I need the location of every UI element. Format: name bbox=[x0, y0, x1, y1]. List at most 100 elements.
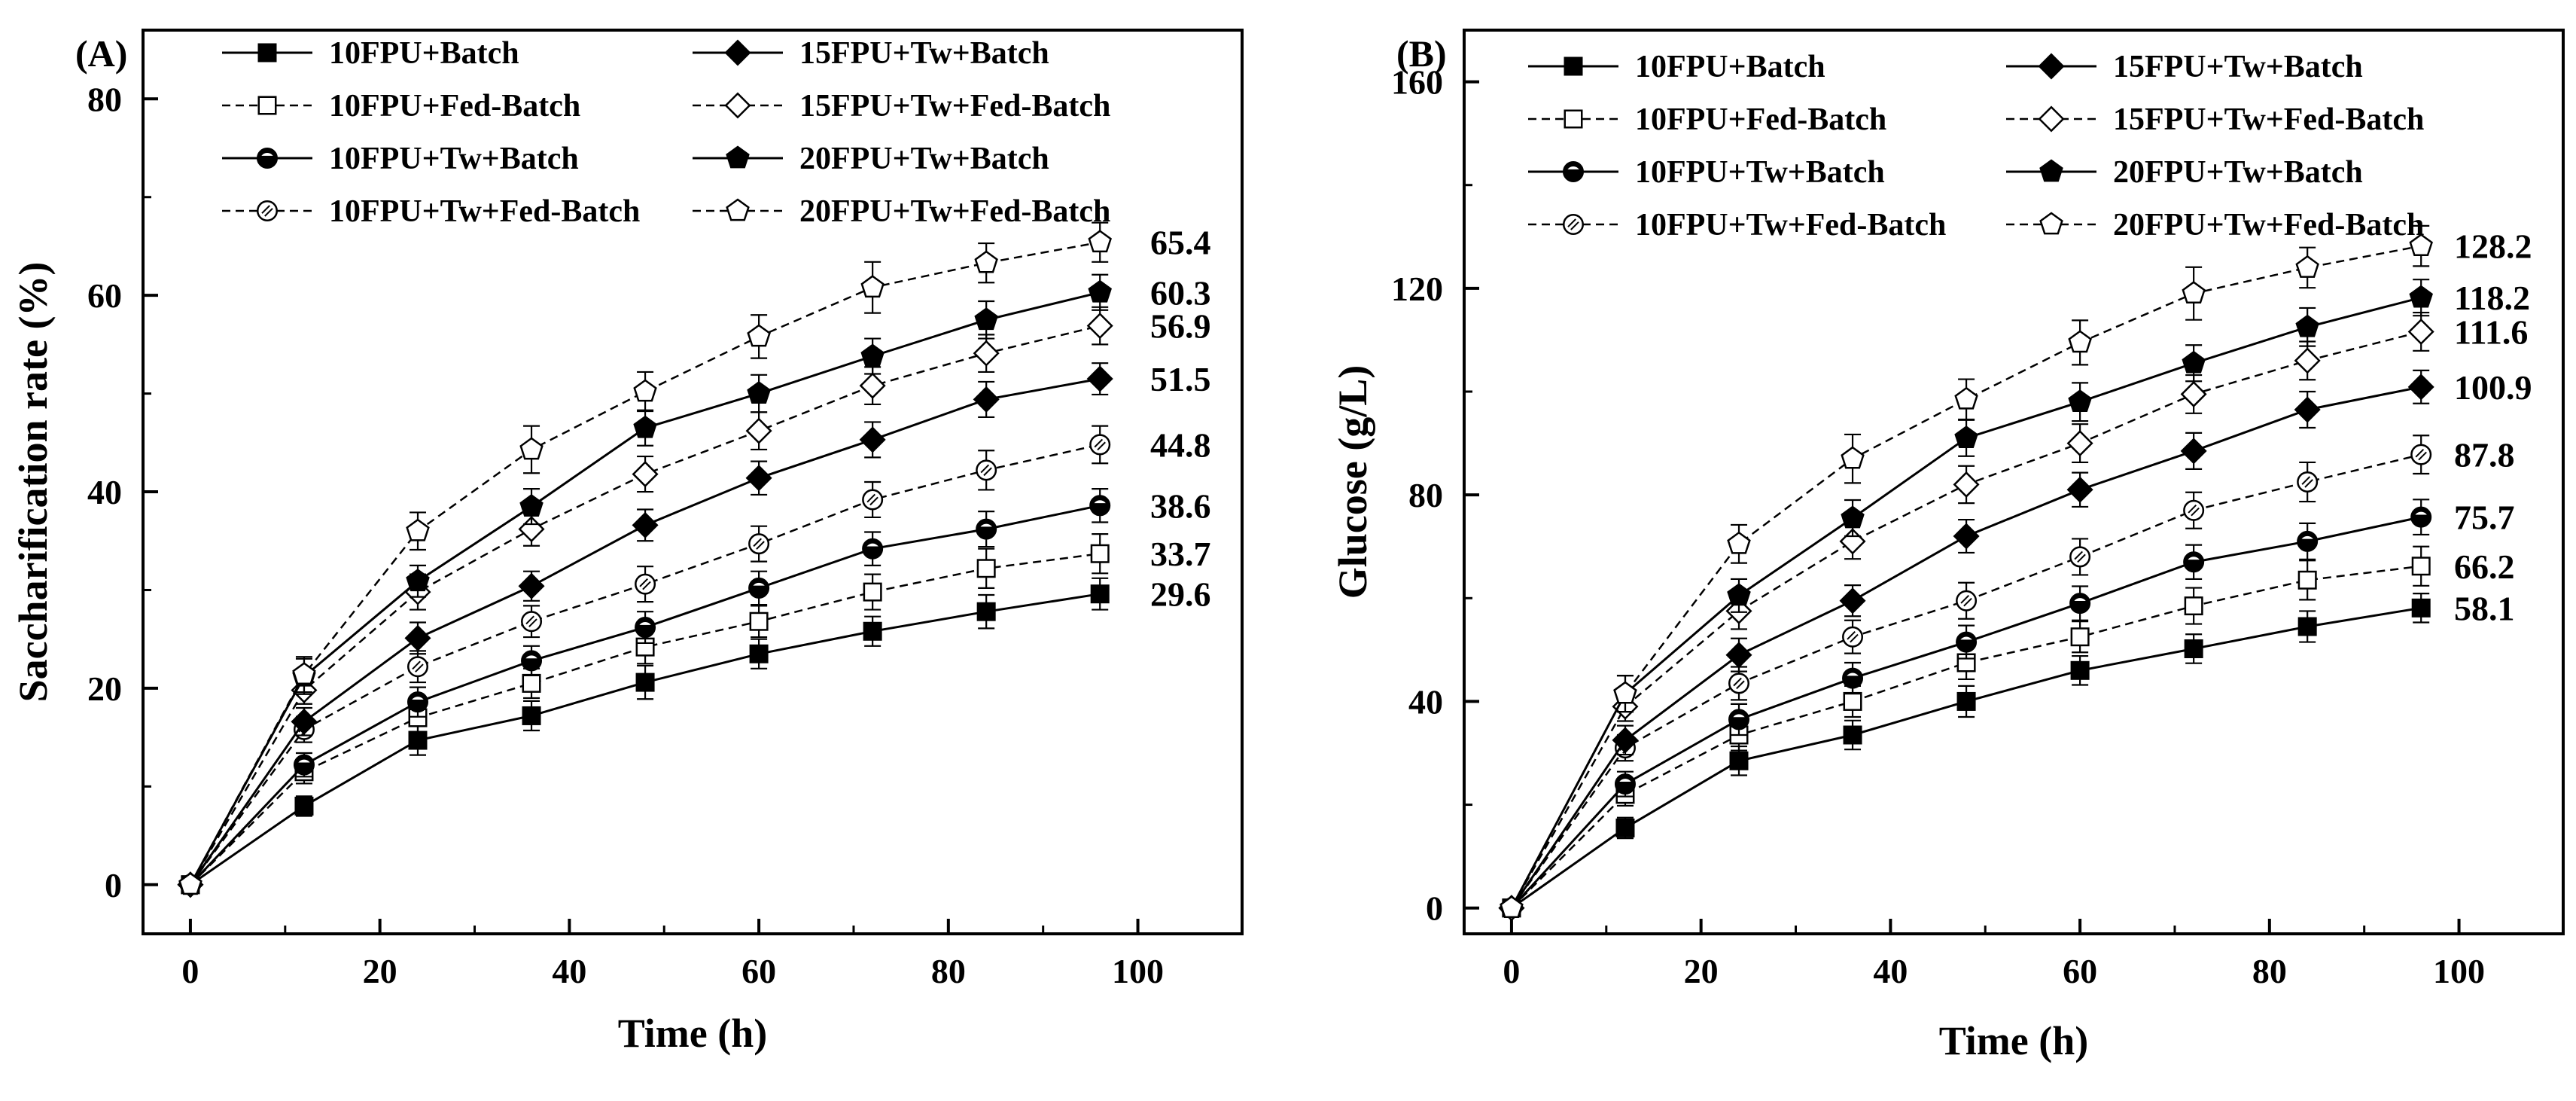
legend-15fpu-tw-fed-batch-marker bbox=[724, 92, 751, 119]
y-tick-label: 160 bbox=[1391, 63, 1443, 102]
panel-label: (B) bbox=[1396, 32, 1447, 75]
series-10fpu-tw-batch-marker bbox=[862, 538, 884, 560]
series-10fpu-tw-batch-end-label: 38.6 bbox=[1150, 486, 1211, 525]
y-tick-label: 120 bbox=[1391, 270, 1443, 308]
series-15fpu-tw-batch-end-label: 100.9 bbox=[2454, 368, 2532, 407]
series-10fpu-tw-fed-batch-marker-hatch bbox=[980, 464, 990, 474]
series-20fpu-tw-batch-marker bbox=[1727, 583, 1751, 606]
series-10fpu-tw-fed-batch-marker-hatch bbox=[2415, 448, 2425, 458]
series-20fpu-tw-fed-batch-marker bbox=[2409, 233, 2433, 257]
legend-10fpu-tw-batch-marker-highlight bbox=[261, 152, 273, 156]
series-10fpu-tw-fed-batch-marker-hatch bbox=[1097, 441, 1106, 451]
series-20fpu-tw-fed-batch-marker bbox=[1500, 895, 1524, 919]
series-10fpu-tw-batch-marker bbox=[2069, 593, 2091, 615]
series-10fpu-tw-batch-marker-highlight bbox=[1847, 672, 1859, 676]
legend-10fpu-tw-batch-marker-highlight bbox=[1567, 166, 1579, 169]
series-20fpu-tw-fed-batch-marker bbox=[2182, 281, 2206, 304]
series-10fpu-fed-batch-marker bbox=[2184, 596, 2203, 616]
series-10fpu-tw-fed-batch-marker bbox=[862, 489, 884, 511]
series-10fpu-fed-batch-marker bbox=[976, 559, 996, 578]
series-10fpu-tw-batch-marker bbox=[1956, 631, 1978, 653]
series-10fpu-batch-marker bbox=[1843, 725, 1862, 745]
legend-20fpu-tw-fed-batch-label: 20FPU+Tw+Fed-Batch bbox=[799, 194, 1110, 229]
series-10fpu-batch-marker bbox=[749, 644, 769, 663]
series-10fpu-tw-batch-marker bbox=[1842, 667, 1864, 689]
series-10fpu-tw-batch: 38.6 bbox=[179, 486, 1211, 895]
series-10fpu-tw-batch-marker bbox=[635, 617, 656, 639]
series-15fpu-tw-fed-batch-end-label: 56.9 bbox=[1150, 307, 1211, 346]
series-15fpu-tw-fed-batch-marker bbox=[2180, 380, 2207, 407]
plot-frame bbox=[142, 29, 1244, 935]
y-tick-label: 60 bbox=[87, 276, 122, 315]
series-10fpu-tw-fed-batch-marker bbox=[2069, 546, 2091, 568]
series-10fpu-tw-batch-marker-highlight bbox=[2301, 535, 2313, 539]
series-10fpu-tw-fed-batch-marker-hatch bbox=[2301, 476, 2311, 485]
panel-b: 0 20 40 60 80 100 0 40 80 120 160 Time (h) Glucose (… bbox=[1330, 29, 2565, 1063]
legend-10fpu-tw-fed-batch-label: 10FPU+Tw+Fed-Batch bbox=[1635, 208, 1946, 242]
series-10fpu-fed-batch-marker bbox=[863, 582, 882, 602]
series-10fpu-batch: 58.1 bbox=[1502, 589, 2515, 918]
legend-10fpu-tw-batch-label: 10FPU+Tw+Batch bbox=[329, 142, 579, 176]
x-axis-title: Time (h) bbox=[618, 1011, 768, 1056]
series-10fpu-tw-batch-marker bbox=[748, 577, 770, 599]
series-10fpu-tw-fed-batch-marker bbox=[748, 533, 770, 555]
series-10fpu-fed-batch-line bbox=[190, 552, 1101, 886]
series-10fpu-tw-fed-batch-marker-hatch bbox=[2074, 550, 2083, 560]
series-10fpu-tw-fed-batch-marker-hatch bbox=[528, 618, 537, 627]
series-20fpu-tw-batch-marker bbox=[2182, 350, 2206, 374]
series-10fpu-tw-fed-batch-marker bbox=[976, 459, 997, 481]
series-20fpu-tw-fed-batch-marker bbox=[974, 250, 998, 273]
legend-10fpu-tw-batch-marker bbox=[257, 148, 278, 169]
series-10fpu-tw-fed-batch-marker bbox=[2297, 471, 2319, 493]
series-20fpu-tw-fed-batch-marker bbox=[747, 324, 771, 347]
legend-10fpu-batch-marker bbox=[257, 43, 277, 63]
legend-15fpu-tw-batch-marker bbox=[2038, 53, 2065, 80]
legend-20fpu-tw-batch-label: 20FPU+Tw+Batch bbox=[2113, 155, 2363, 190]
legend-15fpu-tw-batch-label: 15FPU+Tw+Batch bbox=[799, 36, 1049, 71]
series-10fpu-batch-marker bbox=[294, 796, 314, 816]
series-10fpu-batch-marker bbox=[2411, 598, 2431, 618]
series-10fpu-batch-marker bbox=[1956, 691, 1976, 711]
series-10fpu-fed-batch-marker bbox=[2297, 570, 2317, 590]
legend-10fpu-tw-batch-label: 10FPU+Tw+Batch bbox=[1635, 155, 1885, 190]
legend-10fpu-batch-label: 10FPU+Batch bbox=[1635, 50, 1825, 84]
series-20fpu-tw-batch-end-label: 60.3 bbox=[1150, 273, 1211, 312]
series-20fpu-tw-fed-batch-marker bbox=[1727, 531, 1751, 554]
x-tick-label: 40 bbox=[552, 952, 586, 990]
series-10fpu-batch-marker bbox=[2070, 660, 2090, 680]
series-10fpu-tw-batch-marker-highlight bbox=[980, 523, 992, 527]
series-10fpu-tw-fed-batch-marker-hatch bbox=[1847, 630, 1856, 640]
panel-a: 0 20 40 60 80 100 0 20 40 60 80 Time (h) Saccharific… bbox=[11, 29, 1244, 1056]
series-10fpu-tw-fed-batch-marker-hatch bbox=[525, 615, 534, 625]
x-tick-label: 80 bbox=[2252, 952, 2287, 990]
x-tick-label: 60 bbox=[741, 952, 776, 990]
series-15fpu-tw-fed-batch-marker bbox=[1953, 471, 1980, 498]
series-10fpu-fed-batch-line bbox=[1511, 565, 2422, 909]
series-10fpu-tw-fed-batch-marker bbox=[1956, 590, 1978, 611]
series-10fpu-batch-marker bbox=[1729, 751, 1749, 770]
series-10fpu-batch-marker bbox=[2184, 639, 2203, 658]
series-10fpu-tw-batch-marker-highlight bbox=[1960, 636, 1972, 640]
series-15fpu-tw-fed-batch-line bbox=[189, 325, 1101, 886]
series-20fpu-tw-batch-marker bbox=[1088, 279, 1112, 303]
series-20fpu-tw-batch-end-label: 118.2 bbox=[2454, 279, 2530, 317]
series-10fpu-fed-batch-marker bbox=[2411, 557, 2431, 576]
series-15fpu-tw-fed-batch-marker bbox=[859, 372, 886, 399]
series-10fpu-tw-batch-marker bbox=[976, 518, 997, 540]
series-15fpu-tw-batch-marker bbox=[404, 624, 431, 651]
x-tick-label: 100 bbox=[1112, 952, 1164, 990]
series-10fpu-tw-batch-marker-highlight bbox=[2074, 598, 2086, 601]
series-10fpu-tw-fed-batch-marker-hatch bbox=[1094, 438, 1104, 448]
legend-10fpu-fed-batch-marker bbox=[1564, 109, 1583, 129]
series-10fpu-tw-fed-batch-marker-hatch bbox=[753, 538, 762, 547]
series-15fpu-tw-batch-marker bbox=[745, 465, 772, 492]
series-10fpu-tw-fed-batch-marker bbox=[2410, 444, 2432, 465]
series-10fpu-tw-fed-batch-end-label: 44.8 bbox=[1150, 425, 1211, 464]
series-10fpu-tw-batch-marker-highlight bbox=[298, 759, 310, 763]
series-10fpu-fed-batch-marker bbox=[1090, 544, 1110, 563]
legend-15fpu-tw-fed-batch-label: 15FPU+Tw+Fed-Batch bbox=[2113, 102, 2424, 137]
series-10fpu-tw-fed-batch-marker-hatch bbox=[869, 496, 878, 506]
series-10fpu-fed-batch-end-label: 33.7 bbox=[1150, 535, 1211, 573]
legend-10fpu-tw-fed-batch-marker-hatch bbox=[264, 208, 273, 217]
legend-15fpu-tw-fed-batch-marker bbox=[2038, 105, 2065, 133]
